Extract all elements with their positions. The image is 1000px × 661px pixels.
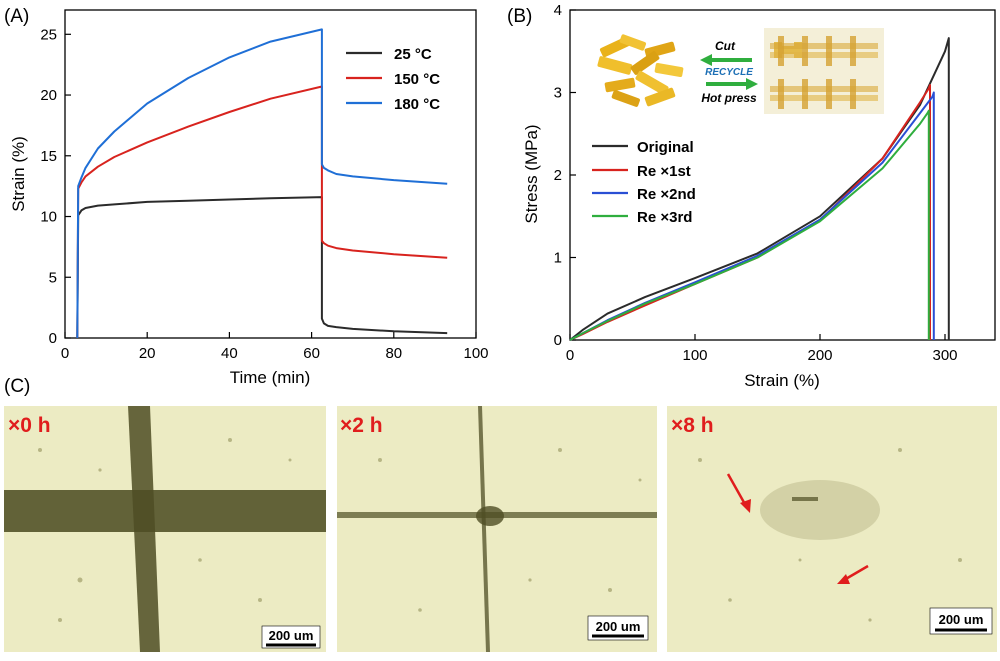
micrograph-2h-label: ×2 h <box>340 414 383 437</box>
chart-a-ytick-label-5: 25 <box>40 26 57 43</box>
chart-a-series-line-2 <box>76 28 448 339</box>
chart-b-ytick-label-1: 1 <box>554 250 562 267</box>
scratch-vertical <box>128 406 160 652</box>
residual-mark <box>792 497 818 501</box>
chart-a-ytick-label-4: 20 <box>40 87 57 104</box>
legend-b-label-2: Re ×1st <box>637 163 691 180</box>
chart-a-xtick-label-5: 100 <box>463 345 488 362</box>
chart-a-ytick-label-2: 10 <box>40 209 57 226</box>
legend-a-label-1: 25 °C <box>394 46 432 63</box>
chart-b-ytick-label-3: 3 <box>554 85 562 102</box>
arrow-2-shaft <box>843 564 869 582</box>
chart-b-xtick-label-2: 200 <box>807 347 832 364</box>
chart-b-xtick-label-3: 300 <box>932 347 957 364</box>
chart-a-xtick-label-2: 40 <box>221 345 238 362</box>
chart-b-series-line-3 <box>569 109 930 341</box>
chart-a-series-line-0 <box>76 196 448 339</box>
scalebar-box-1 <box>261 625 321 649</box>
healed-region <box>760 480 880 540</box>
chart-a-ytick-label-3: 15 <box>40 148 57 165</box>
legend-a-label-2: 150 °C <box>394 71 440 88</box>
chart-a-ylabel: Strain (%) <box>9 136 28 212</box>
scratch-horizontal <box>4 490 326 532</box>
panel-b: (B) 0 100 200 300 0 1 2 3 4 Cut RECYCLE <box>507 2 996 390</box>
chart-b-series-line-1 <box>569 84 931 341</box>
arrow-left-icon <box>700 54 752 66</box>
legend-b-label-1: Original <box>637 139 694 156</box>
chart-b-xlabel: Strain (%) <box>744 371 820 390</box>
chart-b-xtick-label-0: 0 <box>566 347 574 364</box>
chart-a-series <box>76 28 448 339</box>
arrow-down-icon <box>740 499 751 513</box>
chart-a-ytick-label-1: 5 <box>49 269 57 286</box>
legend-b-label-4: Re ×3rd <box>637 209 692 226</box>
chart-a-series-line-1 <box>76 85 448 339</box>
arrow-right-icon <box>706 78 758 90</box>
recycle-inset: Cut RECYCLE Hot press <box>592 28 884 114</box>
chart-a-frame <box>64 9 477 339</box>
chart-a-ytick-label-0: 0 <box>49 330 57 347</box>
chart-b-ytick-label-0: 0 <box>554 332 562 349</box>
panel-b-label: (B) <box>507 6 532 27</box>
chart-b-series-line-0 <box>569 37 950 341</box>
chart-b-ytick-label-2: 2 <box>554 167 562 184</box>
micrograph-0h-specks <box>38 438 292 622</box>
micrograph-2h-specks <box>378 448 642 612</box>
inset-hotpress-label: Hot press <box>701 91 757 105</box>
scalebar-label-1: 200 um <box>269 628 314 643</box>
pellets-graphic <box>597 34 684 107</box>
chart-b-xtick-label-1: 100 <box>682 347 707 364</box>
legend-b-label-3: Re ×2nd <box>637 186 696 203</box>
panel-a: (A) 0 20 40 60 80 100 0 5 10 15 20 25 25 °C 150 °C … <box>4 6 489 387</box>
micrograph-2h: ×2 h 200 um <box>337 406 657 652</box>
legend-a-label-3: 180 °C <box>394 96 440 113</box>
micrograph-0h-label: ×0 h <box>8 414 51 437</box>
panel-c-label: (C) <box>4 376 30 397</box>
micrograph-8h-specks <box>698 448 962 622</box>
chart-a-xlabel: Time (min) <box>230 368 311 387</box>
scalebar-label-3: 200 um <box>939 612 984 627</box>
scratch-vertical-2 <box>478 406 490 652</box>
chart-a-xtick-label-3: 60 <box>303 345 320 362</box>
chart-b-ylabel: Stress (MPa) <box>522 124 541 223</box>
chart-b-ticks: 0 100 200 300 0 1 2 3 4 <box>554 2 958 364</box>
inset-recycle-label: RECYCLE <box>705 67 753 78</box>
chart-a-legend: 25 °C 150 °C 180 °C <box>346 46 440 113</box>
chart-a-xtick-label-4: 80 <box>385 345 402 362</box>
micrograph-8h: ×8 h 200 um <box>667 406 997 652</box>
arrow-left-down-icon <box>837 574 850 584</box>
scalebar-label-2: 200 um <box>596 619 641 634</box>
chart-b-ytick-label-4: 4 <box>554 2 562 19</box>
inset-cut-label: Cut <box>715 39 736 53</box>
arrow-1-shaft <box>726 473 748 507</box>
chart-a-xtick-label-1: 20 <box>139 345 156 362</box>
micrograph-8h-label: ×8 h <box>671 414 714 437</box>
panel-a-label: (A) <box>4 6 29 27</box>
chart-b-series <box>569 37 950 341</box>
panel-c: (C) ×0 h 200 um <box>4 376 997 652</box>
chart-b-legend: Original Re ×1st Re ×2nd Re ×3rd <box>592 139 696 226</box>
dumbbell-strips <box>770 36 878 109</box>
micrograph-2h-bg <box>337 406 657 652</box>
chart-a-ticks: 0 20 40 60 80 100 0 5 10 15 20 25 <box>40 26 488 362</box>
scratch-junction-2 <box>476 506 504 526</box>
chart-a-xtick-label-0: 0 <box>61 345 69 362</box>
micrograph-0h: ×0 h 200 um <box>4 406 326 652</box>
